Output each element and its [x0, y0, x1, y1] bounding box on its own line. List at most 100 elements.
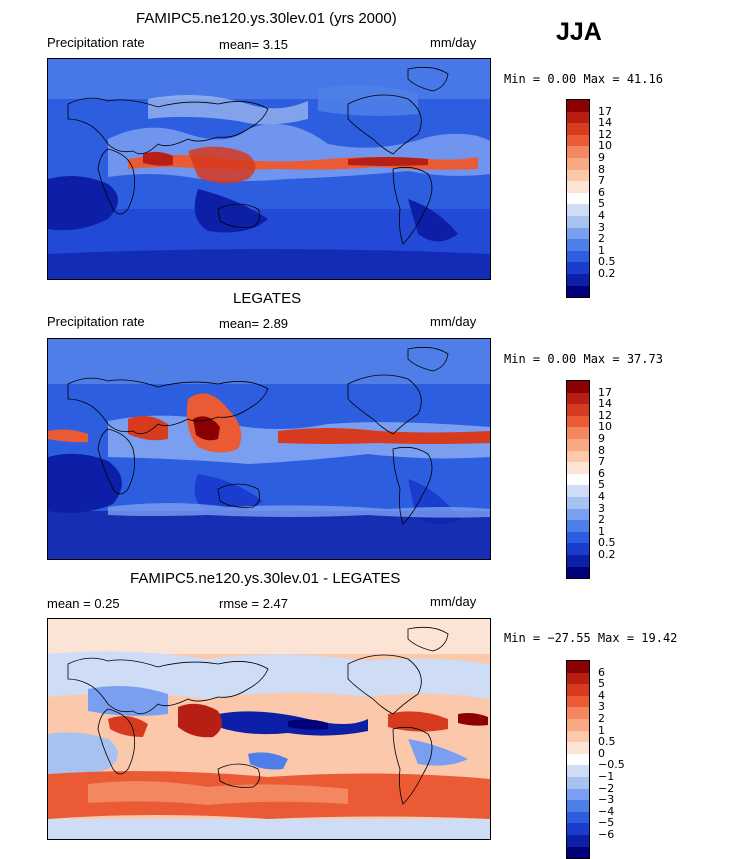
colorbar-swatch: [567, 800, 589, 812]
colorbar-swatch: [567, 415, 589, 428]
colorbar-tick-label: 0.5: [598, 536, 616, 550]
panel1-map: [47, 58, 491, 280]
colorbar-swatch: [567, 181, 589, 193]
colorbar-tick-label: 0.5: [598, 735, 616, 749]
colorbar-tick-label: 17: [598, 104, 612, 118]
colorbar-tick-label: 4: [598, 688, 605, 702]
colorbar-swatch: [567, 134, 589, 147]
colorbar-swatch: [567, 239, 589, 251]
colorbar-tick-label: 14: [598, 397, 612, 411]
colorbar-tick-label: 2: [598, 232, 605, 246]
colorbar-swatch: [567, 742, 589, 754]
colorbar-tick-label: 0.5: [598, 255, 616, 269]
colorbar-swatch: [567, 707, 589, 719]
panel3-map: [47, 618, 491, 840]
colorbar-tick-label: 10: [598, 139, 612, 153]
colorbar-tick-label: −0.5: [598, 758, 625, 772]
colorbar-tick-label: 3: [598, 501, 605, 515]
colorbar-tick-label: 5: [598, 197, 605, 211]
panel2-variable-label: Precipitation rate: [47, 314, 145, 329]
colorbar-swatch: [567, 496, 589, 509]
colorbar-tick-label: 9: [598, 151, 605, 164]
colorbar-swatch: [567, 100, 589, 112]
panel2-mean: mean= 2.89: [219, 316, 289, 331]
panel3-title: FAMIPC5.ne120.ys.30lev.01 - LEGATES: [130, 570, 401, 587]
panel1-colorbar-swatches: [567, 100, 589, 298]
colorbar-swatch: [567, 834, 589, 847]
panel1-colorbar: [566, 99, 590, 299]
panel3-units: mm/day: [430, 594, 477, 609]
colorbar-tick-label: 14: [598, 116, 612, 130]
season-label: JJA: [556, 18, 602, 46]
panel3-minmax: Min = −27.55 Max = 19.42: [504, 631, 678, 645]
colorbar-tick-label: 4: [598, 209, 605, 222]
colorbar-swatch: [567, 404, 589, 416]
panel1-units: mm/day: [430, 35, 477, 50]
colorbar-swatch: [567, 788, 589, 801]
colorbar-swatch: [567, 204, 589, 216]
obs-precip-field: [48, 339, 490, 559]
colorbar-swatch: [567, 765, 589, 777]
colorbar-swatch: [567, 520, 589, 532]
colorbar-tick-label: 3: [598, 220, 605, 234]
colorbar-swatch: [567, 392, 589, 405]
colorbar-swatch: [567, 111, 589, 124]
colorbar-swatch: [567, 273, 589, 286]
model-coastlines: [67, 66, 449, 245]
colorbar-tick-label: −6: [598, 828, 615, 841]
colorbar-swatch: [567, 227, 589, 240]
colorbar-swatch: [567, 146, 589, 158]
colorbar-tick-label: 12: [598, 127, 612, 141]
panel2-units: mm/day: [430, 314, 477, 329]
panel2-map: [47, 338, 491, 560]
colorbar-tick-label: 5: [598, 478, 605, 492]
colorbar-tick-label: 12: [598, 408, 612, 422]
colorbar-swatch: [567, 438, 589, 451]
colorbar-swatch: [567, 811, 589, 824]
colorbar-swatch: [567, 543, 589, 555]
colorbar-tick-label: −2: [598, 781, 615, 795]
panel3-rmse: rmse = 2.47: [219, 596, 289, 611]
colorbar-swatch: [567, 753, 589, 766]
colorbar-swatch: [567, 730, 589, 743]
colorbar-tick-label: 3: [598, 700, 605, 714]
colorbar-tick-label: 17: [598, 385, 612, 399]
colorbar-tick-label: 7: [598, 174, 605, 188]
colorbar-tick-label: 0: [598, 746, 605, 760]
colorbar-swatch: [567, 661, 589, 673]
colorbar-tick-label: 8: [598, 162, 605, 176]
colorbar-tick-label: 2: [598, 712, 605, 725]
colorbar-swatch: [567, 250, 589, 263]
colorbar-swatch: [567, 718, 589, 731]
colorbar-swatch: [567, 192, 589, 205]
colorbar-tick-label: 6: [598, 185, 605, 199]
colorbar-tick-label: 5: [598, 677, 605, 691]
colorbar-swatch: [567, 169, 589, 182]
colorbar-swatch: [567, 695, 589, 708]
diff-coastlines: [67, 626, 449, 805]
colorbar-swatch: [567, 215, 589, 228]
obs-coastlines: [67, 346, 449, 525]
colorbar-tick-label: 0.2: [598, 267, 616, 280]
colorbar-tick-label: 1: [598, 723, 605, 737]
colorbar-tick-label: −5: [598, 816, 615, 830]
colorbar-tick-label: 8: [598, 443, 605, 457]
colorbar-swatch: [567, 485, 589, 497]
colorbar-swatch: [567, 776, 589, 789]
colorbar-swatch: [567, 566, 589, 579]
panel3-colorbar-swatches: [567, 661, 589, 859]
colorbar-swatch: [567, 531, 589, 544]
colorbar-swatch: [567, 450, 589, 463]
colorbar-swatch: [567, 684, 589, 696]
colorbar-swatch: [567, 554, 589, 567]
colorbar-swatch: [567, 672, 589, 685]
panel2-minmax: Min = 0.00 Max = 37.73: [504, 352, 663, 366]
colorbar-swatch: [567, 473, 589, 486]
colorbar-swatch: [567, 262, 589, 274]
colorbar-tick-label: −1: [598, 770, 615, 783]
colorbar-swatch: [567, 462, 589, 474]
panel1-variable-label: Precipitation rate: [47, 35, 145, 50]
panel2-title: LEGATES: [233, 290, 302, 307]
model-precip-field: [48, 59, 490, 279]
colorbar-swatch: [567, 846, 589, 859]
